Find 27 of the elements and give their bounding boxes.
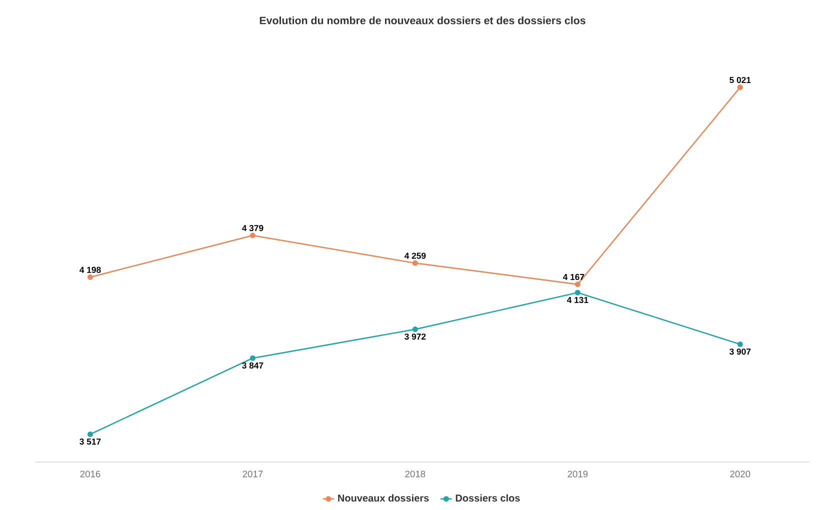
data-label: 4 259 bbox=[404, 252, 426, 259]
point bbox=[412, 260, 418, 266]
data-label: 3 517 bbox=[80, 438, 101, 445]
data-label: 4 131 bbox=[566, 296, 588, 304]
point bbox=[250, 355, 256, 361]
data-label: 5 021 bbox=[730, 76, 751, 84]
legend-label: Nouveaux dossiers bbox=[338, 494, 429, 502]
point bbox=[412, 326, 418, 332]
data-label: 3 972 bbox=[404, 334, 426, 340]
point bbox=[250, 232, 256, 238]
chart-title: Evolution du nombre de nouveaux dossiers et des dossiers clos bbox=[260, 16, 586, 24]
point bbox=[87, 431, 94, 438]
point bbox=[574, 290, 580, 296]
data-label: 3 847 bbox=[242, 362, 264, 369]
data-label: 4 198 bbox=[80, 266, 101, 273]
x-tick-label: 2018 bbox=[405, 470, 426, 478]
x-tick-label: 2019 bbox=[568, 470, 588, 478]
point bbox=[737, 341, 743, 348]
x-tick-label: 2020 bbox=[730, 470, 750, 478]
data-label: 3 907 bbox=[730, 348, 751, 355]
point bbox=[87, 274, 94, 280]
legend-label: Dossiers clos bbox=[456, 494, 520, 502]
point bbox=[737, 84, 743, 90]
x-tick-label: 2017 bbox=[242, 470, 263, 478]
data-label: 4 379 bbox=[242, 225, 264, 232]
x-tick-label: 2016 bbox=[80, 470, 100, 478]
point bbox=[574, 282, 580, 288]
